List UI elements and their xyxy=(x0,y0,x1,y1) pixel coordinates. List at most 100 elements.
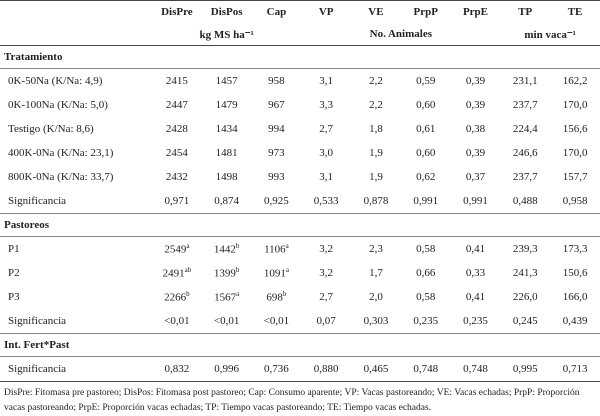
cell: 173,3 xyxy=(562,243,588,255)
cell: 157,7 xyxy=(562,171,588,183)
cell: 150,6 xyxy=(562,267,588,279)
cell: 0,62 xyxy=(416,171,436,183)
cell: 958 xyxy=(268,75,285,87)
data-row: P2 2491ab 1399b 1091a 3,2 1,7 0,66 0,33 241,3 150… xyxy=(0,261,600,285)
cell: 0,832 xyxy=(164,363,190,375)
section-row: Tratamiento xyxy=(0,45,600,69)
cell: <0,01 xyxy=(213,315,240,327)
corner xyxy=(0,1,152,23)
table-wrap: DisPre DisPos Cap VP VE PrpP PrpE TP TE kg MS ha… xyxy=(0,0,600,382)
cell: 1442b xyxy=(202,237,252,262)
cell: 1567a xyxy=(202,285,252,309)
cell: 1479 xyxy=(215,99,238,111)
cell: 0,303 xyxy=(363,315,389,327)
cell: 993 xyxy=(268,171,285,183)
cell: 237,7 xyxy=(512,171,538,183)
cell: 0,38 xyxy=(465,123,486,135)
cell: 0,748 xyxy=(413,363,439,375)
cell: 3,0 xyxy=(319,147,334,159)
cell: 0,58 xyxy=(416,243,436,255)
cell: 0,37 xyxy=(465,171,486,183)
cell: 994 xyxy=(268,123,285,135)
row-label: P3 xyxy=(8,291,20,303)
column-header: TP xyxy=(518,6,533,18)
row-label: 400K-0Na (K/Na: 23,1) xyxy=(8,147,114,159)
cell: 0,235 xyxy=(463,315,488,327)
cell: 2,7 xyxy=(319,291,334,303)
section-row: Int. Fert*Past xyxy=(0,333,600,357)
cell: 0,488 xyxy=(512,195,538,207)
cell: 2,0 xyxy=(369,291,383,303)
data-row: 400K-0Na (K/Na: 23,1) 2454 1481 973 3,0 1,9 0,… xyxy=(0,141,600,165)
data-row: Significancia 0,832 0,996 0,736 0,880 0,465 0,… xyxy=(0,357,600,382)
footnote: DisPre: Fitomasa pre pastoreo; DisPos: F… xyxy=(4,388,580,413)
row-label: Testigo (K/Na: 8,6) xyxy=(8,123,94,135)
cell: 0,58 xyxy=(416,291,436,303)
section-title: Int. Fert*Past xyxy=(0,333,600,357)
cell: 156,6 xyxy=(562,123,588,135)
cell: 1106a xyxy=(252,237,302,262)
cell: 246,6 xyxy=(512,147,538,159)
cell: 0,925 xyxy=(264,195,289,207)
section-title: Tratamiento xyxy=(0,45,600,69)
cell: <0,01 xyxy=(263,315,290,327)
cell: 224,4 xyxy=(512,123,538,135)
cell: 2415 xyxy=(165,75,188,87)
corner xyxy=(0,23,152,46)
cell: 2447 xyxy=(165,99,188,111)
cell-superscript: a xyxy=(236,290,240,299)
data-row: 0K-100Na (K/Na: 5,0) 2447 1479 967 3,3 2,2 0,6… xyxy=(0,93,600,117)
cell: 0,991 xyxy=(413,195,439,207)
cell: 1091a xyxy=(252,261,302,285)
cell-superscript: b xyxy=(282,290,287,299)
data-row: Significancia <0,01 <0,01 <0,01 0,07 0,303 0,2… xyxy=(0,309,600,334)
header-row: DisPre DisPos Cap VP VE PrpP PrpE TP TE xyxy=(0,1,600,23)
cell: 1,9 xyxy=(369,171,383,183)
cell: 2266b xyxy=(152,285,202,309)
cell-value: 1442 xyxy=(213,243,236,256)
cell: 0,533 xyxy=(313,195,339,207)
row-label: P1 xyxy=(8,243,20,255)
row-label: 0K-50Na (K/Na: 4,9) xyxy=(8,75,103,87)
column-header: Cap xyxy=(266,6,287,18)
section-row: Pastoreos xyxy=(0,213,600,237)
cell: 1481 xyxy=(215,147,238,159)
data-table: DisPre DisPos Cap VP VE PrpP PrpE TP TE kg MS ha… xyxy=(0,1,600,381)
cell: 0,748 xyxy=(463,363,488,375)
cell: 1,8 xyxy=(369,123,383,135)
cell: 0,958 xyxy=(562,195,588,207)
cell: 0,991 xyxy=(463,195,488,207)
column-header: VE xyxy=(368,6,384,18)
cell: 2549a xyxy=(152,237,202,262)
cell: 0,245 xyxy=(512,315,538,327)
cell: 0,39 xyxy=(465,147,486,159)
cell: 0,465 xyxy=(363,363,389,375)
cell: 0,996 xyxy=(214,363,240,375)
cell: 0,33 xyxy=(465,267,486,279)
unit: min vaca⁻¹ xyxy=(500,23,600,46)
cell: 166,0 xyxy=(562,291,588,303)
cell: 2491ab xyxy=(152,261,202,285)
cell: 1,9 xyxy=(369,147,383,159)
cell: 0,713 xyxy=(562,363,588,375)
cell: 3,1 xyxy=(319,171,334,183)
cell: 0,439 xyxy=(562,315,588,327)
cell-superscript: a xyxy=(285,242,289,251)
cell: 0,39 xyxy=(465,75,486,87)
cell: 0,39 xyxy=(465,99,486,111)
cell: 0,736 xyxy=(264,363,289,375)
cell-value: 1567 xyxy=(214,291,237,304)
units-row: kg MS ha⁻¹ No. Animales min vaca⁻¹ xyxy=(0,23,600,46)
cell-value: 698 xyxy=(266,291,283,304)
row-label: P2 xyxy=(8,267,20,279)
cell: 0,07 xyxy=(316,315,336,327)
cell: 0,971 xyxy=(164,195,190,207)
row-label: Significancia xyxy=(8,195,67,207)
cell: 967 xyxy=(268,99,285,111)
cell-value: 2266 xyxy=(164,291,187,304)
table-body: Tratamiento 0K-50Na (K/Na: 4,9) 2415 1457 95… xyxy=(0,45,600,382)
data-row: Significancia 0,971 0,874 0,925 0,533 0,878 0,… xyxy=(0,189,600,214)
cell: 0,41 xyxy=(465,291,486,303)
cell: 2,3 xyxy=(369,243,383,255)
